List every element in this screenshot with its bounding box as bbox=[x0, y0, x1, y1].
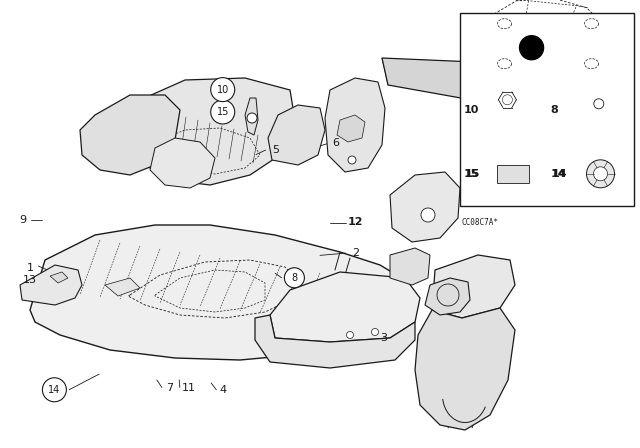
Text: 10: 10 bbox=[463, 105, 479, 115]
Text: 15: 15 bbox=[216, 107, 229, 117]
Text: 14: 14 bbox=[550, 169, 566, 179]
Polygon shape bbox=[390, 172, 460, 242]
Circle shape bbox=[421, 208, 435, 222]
Text: 3: 3 bbox=[381, 333, 387, 343]
Polygon shape bbox=[432, 255, 515, 318]
Polygon shape bbox=[255, 315, 415, 368]
Text: 8: 8 bbox=[291, 273, 298, 283]
Polygon shape bbox=[390, 248, 430, 285]
Polygon shape bbox=[425, 278, 470, 315]
Text: 2: 2 bbox=[351, 248, 359, 258]
Text: 1: 1 bbox=[27, 263, 33, 273]
Polygon shape bbox=[150, 138, 215, 188]
Polygon shape bbox=[20, 265, 82, 305]
Text: 15: 15 bbox=[463, 169, 479, 179]
Circle shape bbox=[586, 160, 614, 188]
Circle shape bbox=[348, 156, 356, 164]
Circle shape bbox=[594, 99, 604, 109]
Circle shape bbox=[346, 332, 353, 339]
Polygon shape bbox=[415, 308, 515, 430]
Text: 9: 9 bbox=[19, 215, 26, 224]
Circle shape bbox=[284, 268, 305, 288]
Text: 13: 13 bbox=[23, 275, 37, 285]
Text: 4: 4 bbox=[219, 385, 227, 395]
Text: 15: 15 bbox=[465, 169, 480, 179]
Polygon shape bbox=[270, 272, 420, 342]
Text: CC08C7A*: CC08C7A* bbox=[461, 218, 499, 227]
Polygon shape bbox=[337, 115, 365, 142]
Text: 8: 8 bbox=[550, 105, 558, 115]
Polygon shape bbox=[30, 225, 405, 360]
Text: 5: 5 bbox=[272, 145, 278, 155]
Text: 7: 7 bbox=[166, 383, 173, 392]
Text: 11: 11 bbox=[182, 383, 196, 392]
Circle shape bbox=[520, 36, 543, 60]
Text: 6: 6 bbox=[333, 138, 339, 148]
Polygon shape bbox=[268, 105, 325, 165]
Circle shape bbox=[42, 378, 67, 402]
Circle shape bbox=[593, 167, 607, 181]
Polygon shape bbox=[50, 272, 68, 283]
Circle shape bbox=[211, 100, 235, 124]
Polygon shape bbox=[325, 78, 385, 172]
Text: 14: 14 bbox=[552, 169, 567, 179]
Polygon shape bbox=[105, 278, 140, 296]
Bar bbox=[460, 13, 634, 206]
Text: 10: 10 bbox=[216, 85, 229, 95]
Text: 14: 14 bbox=[48, 385, 61, 395]
Circle shape bbox=[371, 328, 378, 336]
Polygon shape bbox=[382, 58, 560, 110]
Polygon shape bbox=[135, 78, 295, 185]
Circle shape bbox=[502, 95, 513, 105]
Text: 12: 12 bbox=[348, 217, 363, 227]
Polygon shape bbox=[245, 98, 258, 135]
Circle shape bbox=[247, 113, 257, 123]
Polygon shape bbox=[497, 165, 529, 183]
Polygon shape bbox=[80, 95, 180, 175]
Circle shape bbox=[211, 78, 235, 102]
